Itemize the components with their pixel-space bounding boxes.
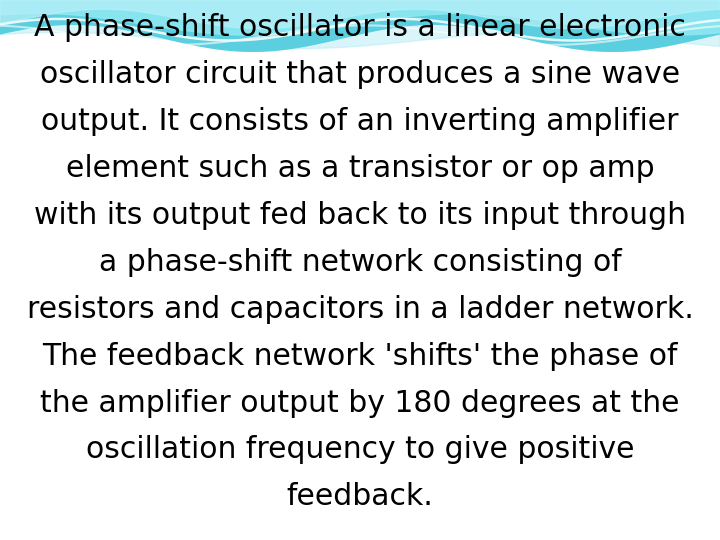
Text: oscillation frequency to give positive: oscillation frequency to give positive <box>86 435 634 464</box>
Text: the amplifier output by 180 degrees at the: the amplifier output by 180 degrees at t… <box>40 389 680 417</box>
Text: output. It consists of an inverting amplifier: output. It consists of an inverting ampl… <box>41 107 679 136</box>
Text: resistors and capacitors in a ladder network.: resistors and capacitors in a ladder net… <box>27 295 693 324</box>
Text: with its output fed back to its input through: with its output fed back to its input th… <box>34 201 686 230</box>
Text: The feedback network 'shifts' the phase of: The feedback network 'shifts' the phase … <box>42 342 678 370</box>
Text: oscillator circuit that produces a sine wave: oscillator circuit that produces a sine … <box>40 60 680 90</box>
Text: feedback.: feedback. <box>287 482 433 511</box>
Text: A phase-shift oscillator is a linear electronic: A phase-shift oscillator is a linear ele… <box>34 14 686 43</box>
Text: element such as a transistor or op amp: element such as a transistor or op amp <box>66 154 654 183</box>
Text: a phase-shift network consisting of: a phase-shift network consisting of <box>99 248 621 277</box>
